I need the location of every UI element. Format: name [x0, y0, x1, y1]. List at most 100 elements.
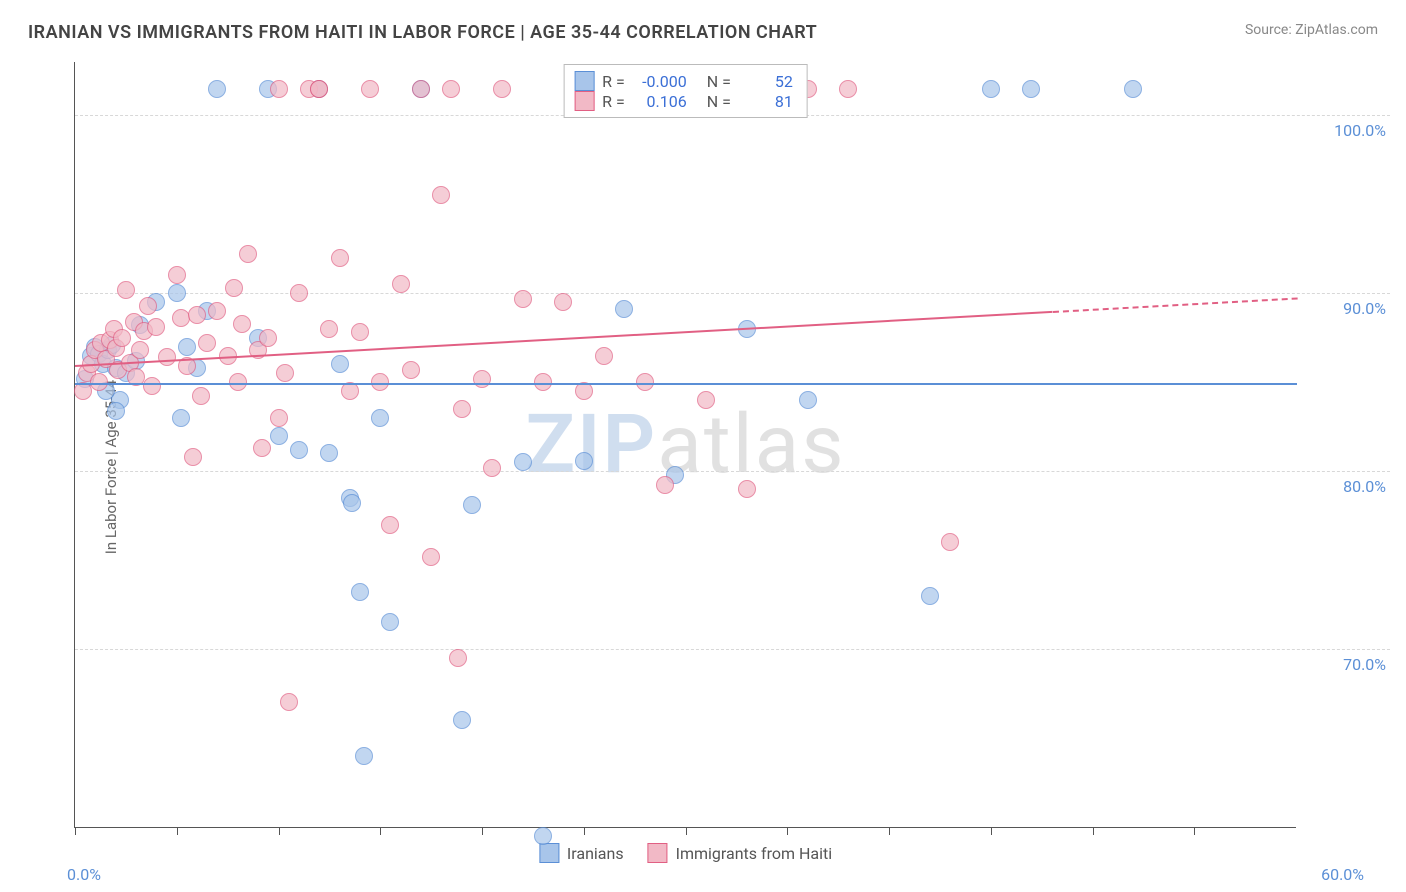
- r-label: R =: [602, 72, 625, 91]
- point-iranians: [982, 80, 1000, 98]
- y-tick-label: 100.0%: [1306, 121, 1386, 140]
- point-haiti: [198, 334, 216, 352]
- point-haiti: [233, 315, 251, 333]
- point-haiti: [473, 370, 491, 388]
- point-haiti: [117, 281, 135, 299]
- x-tick: [787, 827, 788, 835]
- point-haiti: [208, 302, 226, 320]
- x-tick: [380, 827, 381, 835]
- legend-swatch-haiti: [574, 91, 594, 111]
- point-iranians: [575, 452, 593, 470]
- point-haiti: [280, 693, 298, 711]
- point-iranians: [351, 583, 369, 601]
- point-haiti: [74, 382, 92, 400]
- point-haiti: [351, 323, 369, 341]
- point-haiti: [143, 377, 161, 395]
- n-label: N =: [707, 72, 731, 91]
- n-value-haiti: 81: [739, 92, 793, 111]
- y-tick-label: 90.0%: [1306, 299, 1386, 318]
- series-name-iranians: Iranians: [567, 844, 624, 863]
- x-tick: [75, 827, 76, 835]
- point-haiti: [188, 306, 206, 324]
- point-haiti: [147, 318, 165, 336]
- watermark-zip: ZIP: [525, 397, 657, 493]
- point-haiti: [192, 387, 210, 405]
- swatch-iranians: [539, 843, 559, 863]
- x-min-label: 0.0%: [67, 865, 101, 884]
- point-iranians: [290, 441, 308, 459]
- point-iranians: [168, 284, 186, 302]
- point-haiti: [290, 284, 308, 302]
- x-tick: [584, 827, 585, 835]
- point-iranians: [1124, 80, 1142, 98]
- point-haiti: [453, 400, 471, 418]
- point-haiti: [514, 290, 532, 308]
- legend-row-haiti: R = 0.106 N = 81: [574, 91, 793, 111]
- x-tick: [482, 827, 483, 835]
- point-haiti: [656, 476, 674, 494]
- point-haiti: [361, 80, 379, 98]
- legend-swatch-iranians: [574, 71, 594, 91]
- point-haiti: [412, 80, 430, 98]
- point-haiti: [113, 329, 131, 347]
- point-haiti: [341, 382, 359, 400]
- point-haiti: [575, 382, 593, 400]
- point-haiti: [310, 80, 328, 98]
- point-haiti: [253, 439, 271, 457]
- grid-line: [75, 293, 1390, 294]
- point-haiti: [225, 279, 243, 297]
- point-haiti: [259, 329, 277, 347]
- trend-line: [75, 311, 1053, 367]
- point-haiti: [276, 364, 294, 382]
- point-iranians: [208, 80, 226, 98]
- y-tick-label: 70.0%: [1306, 655, 1386, 674]
- trend-line: [1053, 297, 1298, 313]
- point-haiti: [184, 448, 202, 466]
- plot-region: ZIPatlas R = -0.000 N = 52 R = 0.106 N =…: [74, 62, 1296, 828]
- point-iranians: [799, 391, 817, 409]
- point-iranians: [343, 494, 361, 512]
- chart-title: IRANIAN VS IMMIGRANTS FROM HAITI IN LABO…: [28, 22, 817, 43]
- point-iranians: [1022, 80, 1040, 98]
- point-haiti: [131, 341, 149, 359]
- x-tick: [177, 827, 178, 835]
- point-iranians: [463, 496, 481, 514]
- x-max-label: 60.0%: [1321, 865, 1364, 884]
- point-iranians: [921, 587, 939, 605]
- point-haiti: [595, 347, 613, 365]
- n-value-iranians: 52: [739, 72, 793, 91]
- series-legend: Iranians Immigrants from Haiti: [539, 843, 832, 863]
- grid-line: [75, 471, 1390, 472]
- r-label: R =: [602, 92, 625, 111]
- point-haiti: [449, 649, 467, 667]
- point-haiti: [941, 533, 959, 551]
- point-haiti: [402, 361, 420, 379]
- point-iranians: [331, 355, 349, 373]
- point-iranians: [320, 444, 338, 462]
- point-haiti: [697, 391, 715, 409]
- point-iranians: [355, 747, 373, 765]
- point-haiti: [168, 266, 186, 284]
- point-haiti: [493, 80, 511, 98]
- point-iranians: [172, 409, 190, 427]
- n-label: N =: [707, 92, 731, 111]
- x-tick: [279, 827, 280, 835]
- point-haiti: [392, 275, 410, 293]
- r-value-iranians: -0.000: [633, 72, 687, 91]
- correlation-legend: R = -0.000 N = 52 R = 0.106 N = 81: [563, 64, 808, 118]
- x-tick: [686, 827, 687, 835]
- point-iranians: [514, 453, 532, 471]
- point-haiti: [738, 480, 756, 498]
- y-tick-label: 80.0%: [1306, 477, 1386, 496]
- point-haiti: [381, 516, 399, 534]
- series-legend-haiti: Immigrants from Haiti: [648, 843, 832, 863]
- swatch-haiti: [648, 843, 668, 863]
- source-label: Source: ZipAtlas.com: [1245, 22, 1378, 38]
- series-legend-iranians: Iranians: [539, 843, 624, 863]
- series-name-haiti: Immigrants from Haiti: [676, 844, 832, 863]
- legend-row-iranians: R = -0.000 N = 52: [574, 71, 793, 91]
- point-iranians: [381, 613, 399, 631]
- point-iranians: [534, 827, 552, 845]
- x-tick: [1093, 827, 1094, 835]
- point-iranians: [270, 427, 288, 445]
